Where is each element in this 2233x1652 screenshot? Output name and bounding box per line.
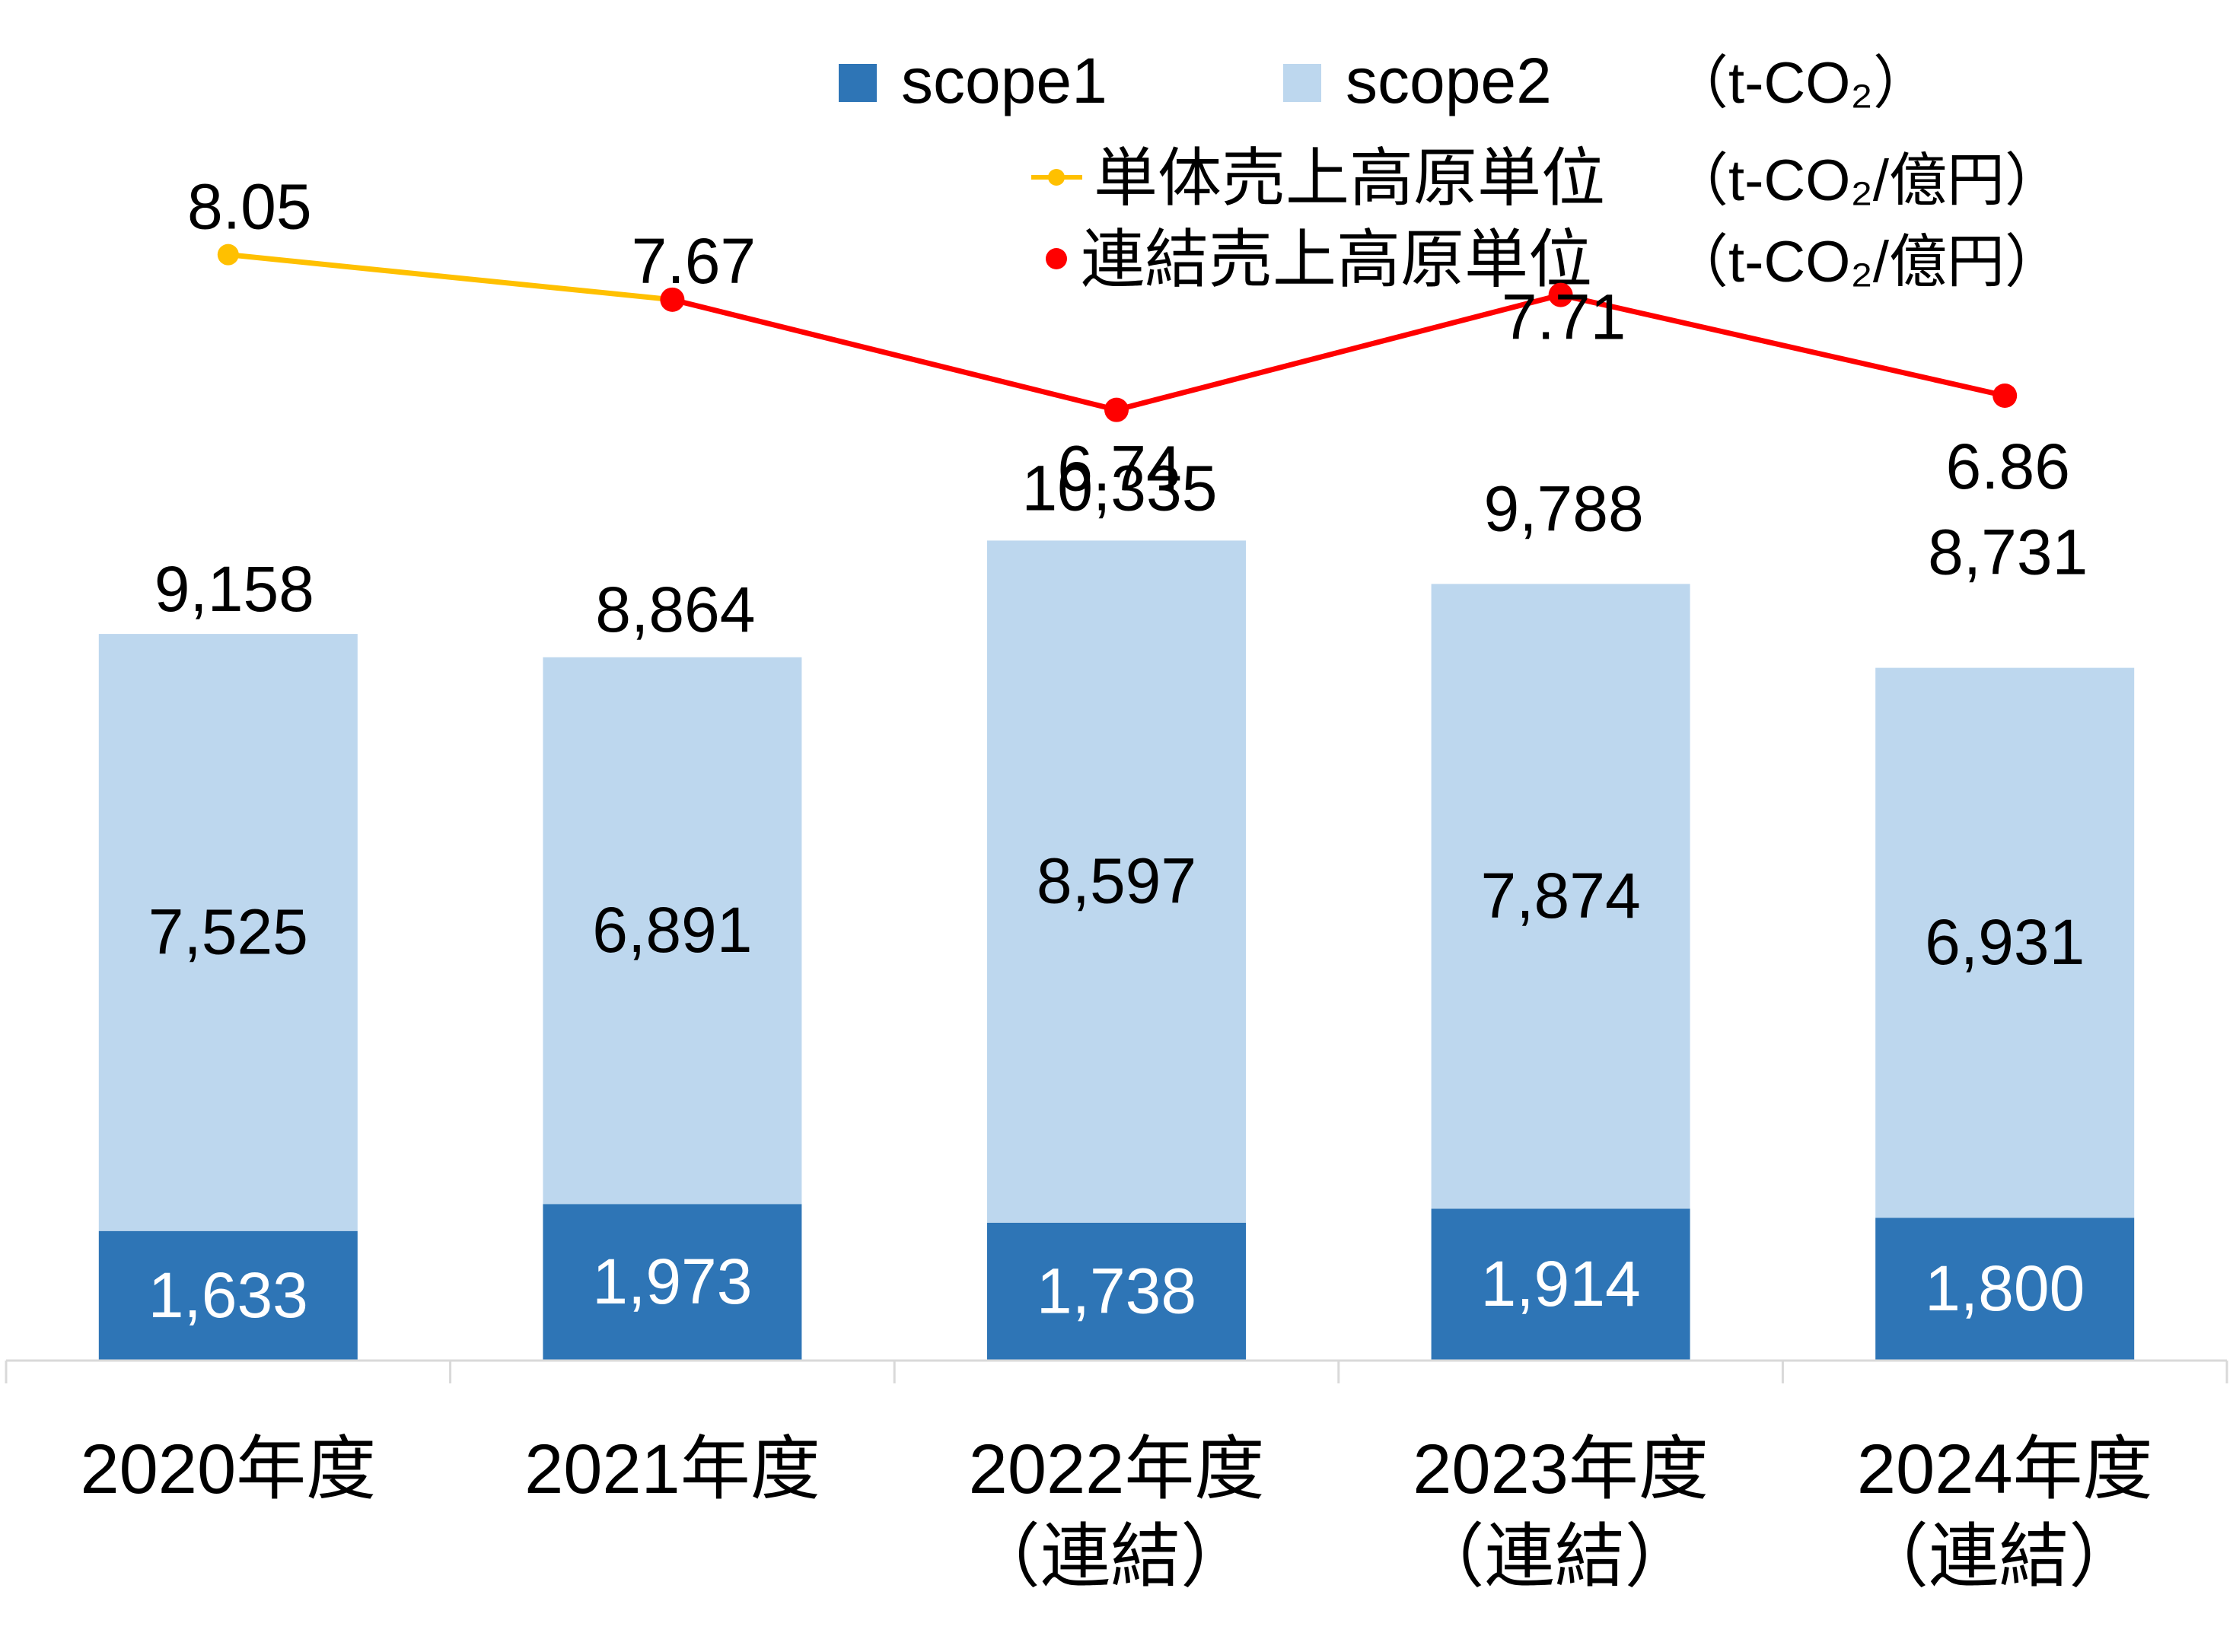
x-tick-label: 2021年度 xyxy=(524,1431,820,1508)
bar-scope1 xyxy=(1875,1218,2135,1361)
x-axis xyxy=(5,1359,2228,1383)
x-tick-label: （連結） xyxy=(1859,1518,2139,1596)
data-label-scope2: 8,597 xyxy=(1037,845,1196,917)
data-label-line: 7.67 xyxy=(632,225,757,297)
data-label-scope2: 7,874 xyxy=(1480,860,1640,931)
line-point xyxy=(1992,383,2018,408)
data-label-total: 9,158 xyxy=(154,553,314,625)
plot-area: 1,633 7,525 1,973 6,891 1,738 8,597 1,914 7,874… xyxy=(5,171,2228,1596)
bar-scope2 xyxy=(98,634,358,1231)
data-label-line: 7.71 xyxy=(1502,282,1626,353)
bar-scope1 xyxy=(1431,1208,1690,1361)
legend-consolidated-unit: （t-CO₂/億円） xyxy=(1671,230,2063,294)
data-label-line: 8.05 xyxy=(187,171,312,243)
data-label-scope2: 6,891 xyxy=(592,894,752,966)
data-label-total: 8,864 xyxy=(595,574,755,645)
line-point xyxy=(217,244,239,266)
data-label-scope2: 7,525 xyxy=(148,896,308,967)
data-label-scope1: 1,800 xyxy=(1925,1253,2085,1324)
x-tick-label: 2022年度 xyxy=(969,1431,1265,1508)
data-label-scope1: 1,973 xyxy=(592,1246,752,1317)
legend: scope1 scope2 （t-CO₂） 単体売上高原単位 （t-CO₂/億円… xyxy=(839,45,2063,295)
line-point xyxy=(660,287,685,312)
x-axis-labels: 2020年度 2021年度 2022年度 （連結） 2023年度 （連結） 2024年度 （連… xyxy=(80,1431,2152,1596)
bar-scope2 xyxy=(543,657,802,1205)
x-tick-label: 2020年度 xyxy=(80,1431,376,1508)
line-series xyxy=(671,291,2005,413)
data-label-total: 10,335 xyxy=(1022,452,1218,524)
data-label-line: 6.86 xyxy=(1945,431,2070,502)
line-point xyxy=(1104,397,1129,422)
bar-scope2 xyxy=(987,540,1246,1223)
legend-scope2-label: scope2 xyxy=(1346,45,1552,116)
bar-scope1 xyxy=(987,1222,1246,1361)
legend-scope1-label: scope1 xyxy=(901,45,1107,116)
bar-scope2 xyxy=(1875,667,2135,1218)
x-tick-label: （連結） xyxy=(970,1518,1250,1596)
data-labels: 1,633 7,525 1,973 6,891 1,738 8,597 1,914 7,874… xyxy=(148,171,2088,1331)
bar-scope1 xyxy=(543,1204,802,1361)
legend-consolidated-dot-marker xyxy=(1046,248,1067,269)
data-label-scope1: 1,738 xyxy=(1037,1255,1196,1326)
data-label-scope1: 1,914 xyxy=(1480,1248,1640,1319)
bars xyxy=(98,540,2135,1361)
line-series xyxy=(228,252,673,303)
legend-single-dot-marker xyxy=(1048,169,1065,186)
legend-single-unit: （t-CO₂/億円） xyxy=(1671,148,2063,213)
data-label-total: 8,731 xyxy=(1928,517,2088,588)
data-label-total: 9,788 xyxy=(1483,473,1643,544)
legend-bar-unit: （t-CO₂） xyxy=(1671,51,1931,116)
x-tick-label: （連結） xyxy=(1415,1518,1695,1596)
data-label-scope1: 1,633 xyxy=(148,1259,308,1331)
legend-single-label: 単体売上高原単位 xyxy=(1094,142,1605,214)
lines xyxy=(217,244,2018,422)
legend-scope1-swatch xyxy=(839,64,877,102)
legend-scope2-swatch xyxy=(1283,64,1321,102)
legend-consolidated-label: 連結売上高原単位 xyxy=(1081,224,1592,295)
data-label-line: 6.74 xyxy=(1057,433,1182,505)
x-tick-label: 2023年度 xyxy=(1413,1431,1709,1508)
x-tick-label: 2024年度 xyxy=(1857,1431,2153,1508)
bar-scope2 xyxy=(1431,584,1690,1209)
data-label-scope2: 6,931 xyxy=(1925,906,2085,978)
line-point xyxy=(1548,282,1573,307)
bar-scope1 xyxy=(98,1230,358,1361)
